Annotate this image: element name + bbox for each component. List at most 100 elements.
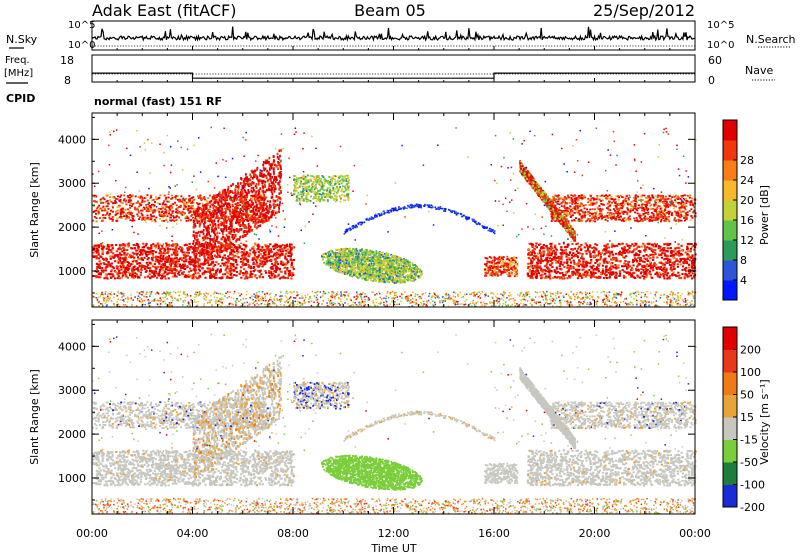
echo-point	[112, 211, 114, 213]
cpid-label: CPID	[6, 92, 35, 105]
echo-point	[651, 220, 653, 222]
echo-point	[249, 254, 251, 256]
noise-sky-label: N.Sky	[6, 33, 38, 46]
echo-point	[589, 215, 591, 217]
echo-point	[151, 250, 153, 252]
echo-point	[168, 197, 170, 199]
echo-point	[572, 274, 574, 276]
echo-point	[123, 195, 125, 197]
echo-point	[663, 275, 665, 277]
freq-unit-label: [MHz]	[4, 68, 33, 79]
echo-point	[241, 264, 243, 266]
echo-point	[225, 202, 227, 205]
echo-point	[123, 248, 125, 250]
echo-point	[111, 255, 113, 257]
echo-point	[167, 269, 169, 271]
echo-point	[103, 263, 105, 265]
echo-point	[687, 255, 689, 257]
echo-point	[609, 212, 611, 214]
echo-point	[646, 246, 648, 248]
echo-point	[203, 229, 205, 232]
echo-point	[660, 221, 662, 223]
echo-point	[155, 266, 157, 268]
echo-point	[114, 254, 116, 256]
echo-point	[580, 257, 582, 259]
echo-point	[165, 278, 167, 280]
echo-point	[127, 246, 129, 248]
echo-point	[623, 275, 625, 277]
echo-point	[680, 220, 682, 222]
echo-point	[656, 257, 658, 259]
echo-point	[242, 257, 244, 259]
echo-point	[688, 266, 690, 268]
echo-point	[171, 195, 173, 197]
echo-point	[591, 247, 593, 249]
echo-point	[586, 265, 588, 267]
echo-point	[250, 176, 252, 179]
echo-point	[553, 219, 555, 221]
echo-point	[100, 263, 102, 265]
echo-point	[678, 252, 680, 254]
echo-point	[108, 217, 110, 219]
echo-point	[596, 195, 598, 197]
echo-point	[201, 208, 203, 211]
echo-point	[263, 254, 265, 256]
echo-point	[159, 250, 161, 252]
echo-point	[684, 268, 686, 270]
echo-point	[95, 213, 97, 215]
echo-point	[254, 213, 256, 216]
echo-point	[600, 200, 602, 202]
echo-point	[272, 256, 274, 258]
echo-point	[287, 255, 289, 257]
echo-point	[276, 276, 278, 278]
echo-point	[224, 214, 226, 216]
echo-point	[569, 205, 571, 207]
echo-point	[98, 273, 100, 275]
echo-point	[670, 255, 672, 257]
echo-point	[213, 265, 215, 267]
echo-point	[690, 204, 692, 206]
echo-point	[615, 260, 617, 262]
echo-point	[173, 217, 175, 219]
echo-point	[600, 213, 602, 215]
echo-point	[131, 212, 133, 214]
echo-point	[559, 265, 561, 267]
echo-point	[105, 266, 107, 268]
echo-point	[609, 194, 611, 196]
echo-point	[277, 249, 279, 251]
echo-point	[616, 277, 618, 279]
echo-point	[260, 273, 262, 275]
echo-point	[220, 269, 222, 271]
echo-point	[220, 265, 222, 267]
echo-point	[155, 251, 157, 253]
echo-point	[186, 204, 188, 206]
echo-point	[157, 266, 159, 268]
echo-point	[123, 215, 125, 217]
echo-point	[150, 247, 152, 249]
echo-point	[102, 197, 104, 199]
echo-point	[537, 269, 539, 271]
echo-point	[102, 214, 104, 216]
echo-point	[674, 217, 676, 219]
echo-point	[605, 198, 607, 200]
echo-point	[98, 245, 100, 247]
echo-point	[625, 203, 627, 205]
echo-point	[668, 277, 670, 279]
echo-point	[278, 207, 280, 210]
echo-point	[207, 209, 209, 212]
echo-point	[287, 261, 289, 263]
echo-point	[212, 261, 214, 263]
echo-point	[579, 261, 581, 263]
echo-point	[659, 262, 661, 264]
echo-point	[676, 258, 678, 260]
echo-point	[650, 274, 652, 276]
echo-point	[198, 231, 200, 234]
echo-point	[270, 259, 272, 261]
echo-point	[557, 203, 559, 205]
echo-point	[147, 276, 149, 278]
echo-point	[130, 263, 132, 265]
echo-point	[102, 247, 104, 249]
echo-point	[546, 257, 548, 259]
echo-point	[263, 202, 265, 205]
echo-point	[625, 220, 627, 222]
